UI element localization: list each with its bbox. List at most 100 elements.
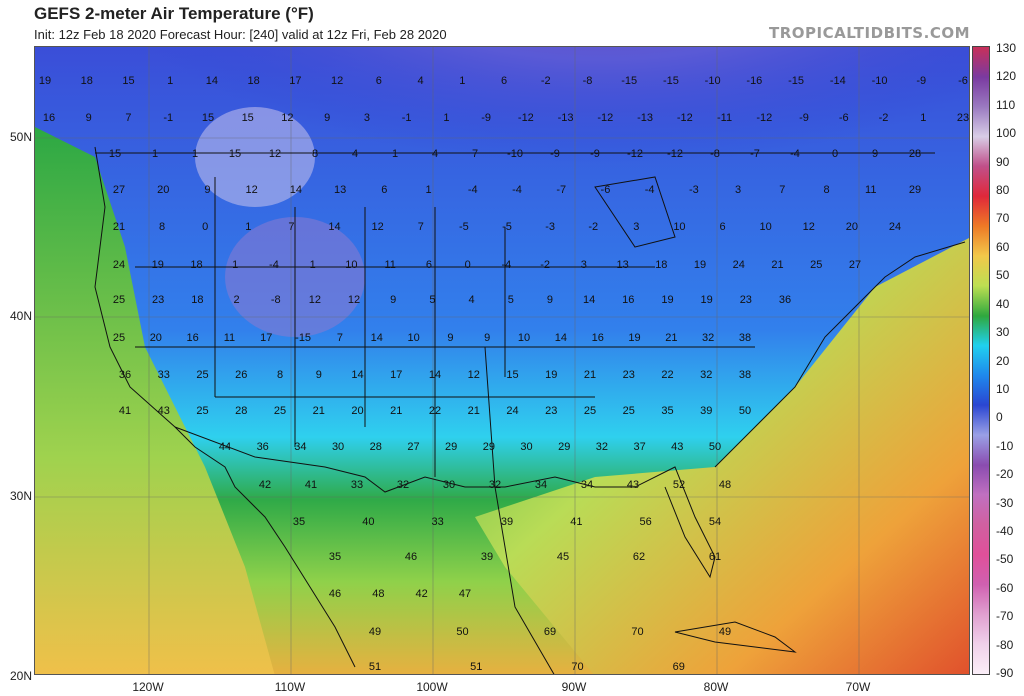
temperature-value: 35 [328,551,342,563]
temperature-value: 25 [622,405,635,417]
temperature-value: 12 [802,221,815,233]
temperature-value: 21 [312,405,325,417]
temperature-value: -12 [667,148,683,160]
temperature-value: 20 [351,405,364,417]
temperature-value: 34 [534,479,548,491]
temperature-value: 15 [201,112,215,124]
longitude-label: 110W [274,680,306,694]
temperature-value: 11 [384,259,396,271]
temperature-value: 32 [595,441,609,453]
temperature-value: 25 [810,259,823,271]
temperature-value: 7 [336,332,343,344]
temperature-value: 1 [443,112,450,124]
temperature-value: 36 [256,441,269,453]
temperature-value: 19 [151,259,164,271]
temperature-value: -1 [163,112,174,124]
temperature-value: 19 [545,369,558,381]
temperature-value: 25 [112,294,126,306]
temperature-value: 25 [273,405,287,417]
temperature-value: 10 [759,221,772,233]
temperature-value: 12 [281,112,294,124]
temperature-value: -4 [512,184,522,196]
map-title: GEFS 2-meter Air Temperature (°F) [34,4,314,23]
temperature-value: 62 [632,551,646,563]
temperature-value: 42 [258,479,272,491]
temperature-value: 43 [157,405,170,417]
temperature-value: 23 [152,294,165,306]
colorbar-tick-label: -30 [996,495,1014,510]
temperature-value: 1 [459,75,466,87]
temperature-value: -3 [545,221,555,233]
temperature-value: -12 [676,112,693,124]
colorbar-tick-label: -70 [996,609,1014,624]
temperature-value: 61 [708,551,722,563]
temperature-value: 6 [719,221,726,233]
temperature-value: 39 [480,551,494,563]
temperature-value: 36 [778,294,792,306]
temperature-value: 15 [228,148,242,160]
temperature-value: 21 [112,221,126,233]
temperature-value: 32 [702,332,715,344]
temperature-value: 14 [428,369,442,381]
colorbar-tick-label: 80 [996,183,1010,198]
temperature-value: 32 [700,369,713,381]
map-background [35,47,969,674]
temperature-value: 6 [381,184,388,196]
temperature-value: 39 [700,405,713,417]
temperature-value: 3 [735,184,742,196]
temperature-value: 41 [304,479,318,491]
temperature-value: 14 [370,332,383,344]
temperature-value: -4 [269,259,279,271]
temperature-value: 7 [417,221,424,233]
temperature-value: 46 [328,588,342,600]
temperature-value: -12 [627,148,643,160]
temperature-value: 42 [415,588,428,600]
map-subtitle: Init: 12z Feb 18 2020 Forecast Hour: [24… [34,27,447,42]
temperature-value: 12 [371,221,384,233]
temperature-value: 9 [315,369,322,381]
temperature-value: 9 [447,332,454,344]
temperature-value: 36 [118,369,132,381]
temperature-value: 1 [151,148,159,160]
colorbar-tick-label: -20 [996,467,1014,482]
temperature-value: -10 [704,75,721,87]
temperature-value: 49 [368,626,382,638]
temperature-value: 19 [700,294,713,306]
colorbar-tick-label: 90 [996,154,1010,169]
temperature-value: 3 [633,221,640,233]
temperature-value: 13 [333,184,347,196]
temperature-value: 13 [616,259,629,271]
temperature-value: 35 [661,405,674,417]
colorbar-tick-label: -60 [996,580,1014,595]
temperature-value: 22 [661,369,674,381]
temperature-value: 9 [85,112,92,124]
temperature-value: 23 [739,294,752,306]
temperature-value: 16 [591,332,604,344]
colorbar-tick-label: 20 [996,353,1010,368]
temperature-value: 29 [558,441,571,453]
temperature-value: 21 [665,332,678,344]
temperature-value: 43 [626,479,640,491]
temperature-value: 50 [738,405,752,417]
temperature-value: 4 [431,148,439,160]
temperature-value: 12 [245,184,258,196]
temperature-value: -8 [710,148,720,160]
temperature-value: 23 [545,405,558,417]
temperature-value: 70 [571,661,584,673]
temperature-value: -4 [467,184,478,196]
temperature-value: 9 [204,184,211,196]
temperature-value: 50 [456,626,469,638]
temperature-value: -14 [829,75,846,87]
temperature-value: 26 [235,369,248,381]
temperature-value: 19 [693,259,707,271]
temperature-value: -4 [790,148,800,160]
temperature-value: -9 [916,75,927,87]
temperature-value: 12 [268,148,282,160]
temperature-value: 14 [289,184,302,196]
temperature-value: 29 [908,184,922,196]
colorbar-tick-label: -50 [996,552,1014,567]
temperature-value: 15 [108,148,122,160]
latitude-label: 40N [9,309,32,323]
temperature-value: 18 [247,75,260,87]
temperature-value: 9 [390,294,397,306]
